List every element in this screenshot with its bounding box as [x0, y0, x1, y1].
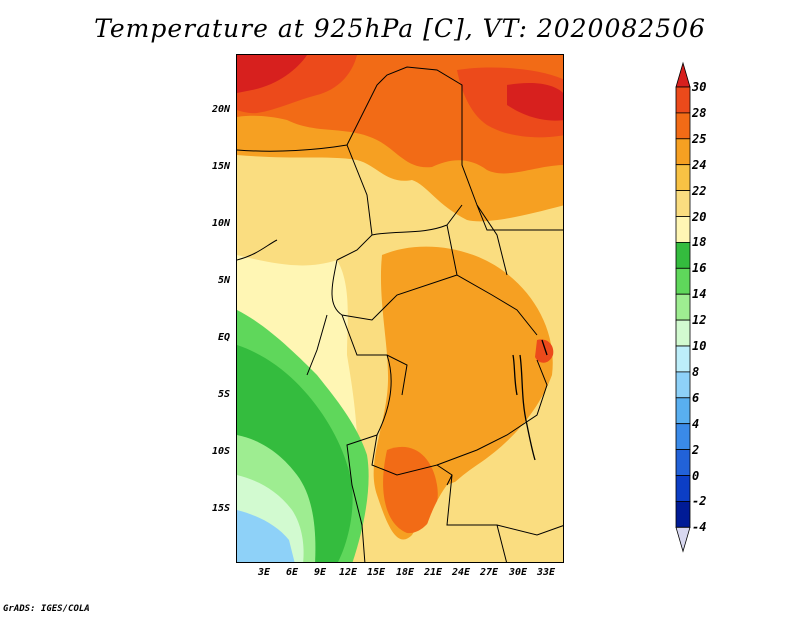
zone-north-hot — [237, 55, 307, 93]
colorbar-label: 18 — [692, 235, 707, 250]
colorbar-segment — [675, 293, 691, 321]
lat-tick-eq: EQ — [217, 332, 230, 343]
lon-tick-6e: 6E — [285, 567, 299, 578]
colorbar-top-triangle — [675, 61, 691, 88]
lon-tick-12e: 12E — [338, 567, 358, 578]
colorbar-segment — [675, 397, 691, 425]
lat-tick-10n: 10N — [211, 218, 230, 229]
colorbar-label: 14 — [692, 287, 707, 302]
colorbar-label: 28 — [692, 105, 707, 120]
lat-tick-15s: 15S — [211, 503, 230, 514]
colorbar-segment — [675, 267, 691, 295]
colorbar-label: 25 — [692, 131, 707, 146]
zone-ne-hot — [507, 83, 563, 121]
map-canvas — [237, 55, 563, 562]
lon-tick-24e: 24E — [451, 567, 471, 578]
lon-tick-15e: 15E — [366, 567, 386, 578]
colorbar-label: 22 — [692, 183, 707, 198]
zone-se-yellow — [417, 476, 563, 562]
colorbar-label: -4 — [692, 520, 707, 535]
zone-east-hot — [535, 339, 554, 363]
lon-tick-21e: 21E — [423, 567, 443, 578]
lon-tick-33e: 33E — [536, 567, 556, 578]
colorbar-segment — [675, 319, 691, 347]
colorbar-segment — [675, 216, 691, 243]
colorbar-segment — [675, 475, 691, 502]
colorbar-segment — [675, 190, 691, 217]
colorbar-label: 30 — [692, 80, 707, 94]
lon-tick-18e: 18E — [395, 567, 415, 578]
zone-sw-blue — [237, 510, 295, 562]
colorbar-bottom-triangle — [675, 526, 691, 553]
lat-tick-10s: 10S — [211, 446, 230, 457]
colorbar-label: 8 — [692, 364, 700, 379]
grads-credit: GrADS: IGES/COLA — [3, 604, 90, 614]
lon-tick-3e: 3E — [257, 567, 271, 578]
colorbar-label: 4 — [692, 416, 700, 431]
lat-tick-20n: 20N — [211, 104, 230, 115]
colorbar-segment — [675, 423, 691, 451]
colorbar-label: 24 — [692, 157, 707, 172]
lat-tick-5s: 5S — [217, 389, 230, 400]
colorbar-segment — [675, 164, 691, 191]
colorbar-segment — [675, 345, 691, 373]
lat-tick-15n: 15N — [211, 161, 230, 172]
colorbar-label: 2 — [692, 442, 700, 457]
temperature-map[interactable] — [236, 54, 564, 563]
colorbar-segment — [675, 500, 691, 528]
colorbar-label: 10 — [692, 339, 707, 353]
lon-tick-30e: 30E — [508, 567, 528, 578]
colorbar-segment — [675, 138, 691, 166]
lakes — [512, 339, 548, 461]
colorbar-label: 0 — [692, 468, 700, 483]
lon-tick-27e: 27E — [479, 567, 499, 578]
colorbar-label: 12 — [692, 313, 707, 328]
colorbar-label: 20 — [692, 209, 707, 224]
chart-title: Temperature at 925hPa [C], VT: 202008250… — [94, 14, 706, 43]
colorbar-segment — [675, 86, 691, 114]
colorbar-label: 6 — [692, 390, 700, 405]
country-borders — [237, 66, 563, 562]
colorbar-segment — [675, 371, 691, 399]
colorbar-segment — [675, 112, 691, 140]
colorbar-segment — [675, 449, 691, 476]
lon-tick-9e: 9E — [313, 567, 327, 578]
colorbar-segment — [675, 241, 691, 269]
lat-tick-5n: 5N — [217, 275, 230, 286]
colorbar-label: -2 — [692, 494, 707, 509]
colorbar-label: 16 — [692, 261, 707, 276]
colorbar — [675, 61, 691, 553]
